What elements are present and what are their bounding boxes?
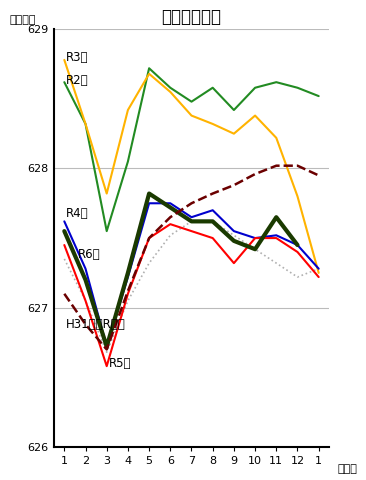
Text: R6年: R6年 [78,248,101,261]
Title: 月別人口推移: 月別人口推移 [161,8,221,26]
Text: H31年・R元年: H31年・R元年 [66,318,126,331]
Text: R5年: R5年 [108,357,131,370]
Text: R4年: R4年 [66,206,89,219]
Text: （月）: （月） [337,464,358,474]
Text: R2年: R2年 [66,74,89,87]
Text: R3年: R3年 [66,50,89,64]
Text: （万人）: （万人） [10,15,36,25]
